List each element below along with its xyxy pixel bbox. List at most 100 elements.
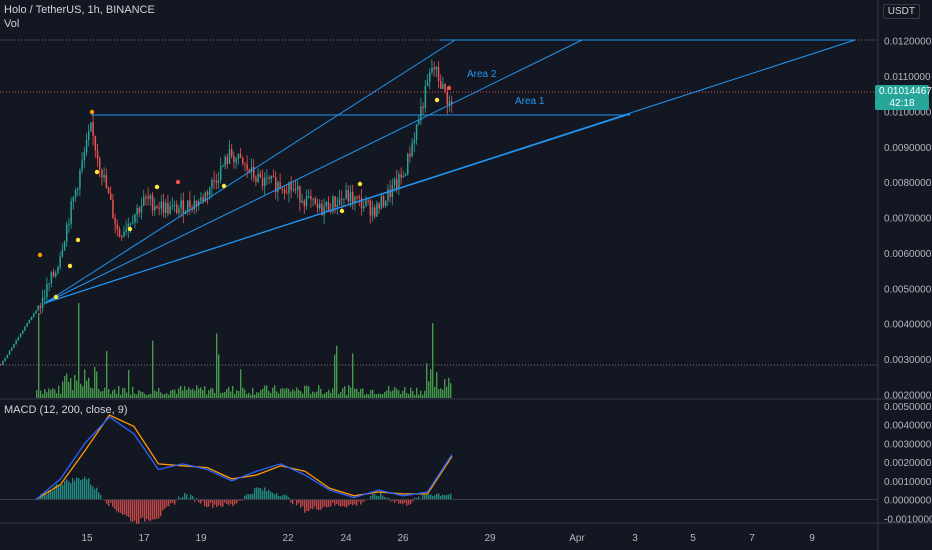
candle xyxy=(178,208,180,213)
candle xyxy=(264,177,266,187)
candle xyxy=(143,196,145,206)
signal-dot xyxy=(94,169,100,175)
candle xyxy=(279,182,281,189)
macd-histogram-bar xyxy=(162,499,164,511)
volume-bar xyxy=(276,391,278,398)
macd-histogram-bar xyxy=(416,498,418,500)
volume-bar xyxy=(226,389,228,398)
volume-bar xyxy=(158,387,160,398)
candle xyxy=(145,196,147,198)
volume-bar xyxy=(58,385,60,398)
candle xyxy=(290,183,292,190)
macd-histogram-bar xyxy=(270,491,272,500)
candle xyxy=(376,203,378,217)
volume-bar xyxy=(418,394,420,398)
candle xyxy=(451,101,453,104)
volume-bar xyxy=(128,370,130,398)
volume-bar xyxy=(62,381,64,398)
candle xyxy=(242,157,244,164)
candle xyxy=(28,319,31,323)
candle xyxy=(193,200,196,210)
volume-bar xyxy=(440,388,442,398)
volume-bar xyxy=(438,389,440,398)
candle xyxy=(11,347,13,351)
currency-button[interactable]: USDT xyxy=(882,4,920,19)
signal-dot xyxy=(89,109,95,115)
macd-histogram-bar xyxy=(284,494,286,500)
volume-bar xyxy=(294,391,296,398)
candle xyxy=(107,187,110,193)
time-tick-label: 7 xyxy=(749,533,755,544)
macd-histogram-bar xyxy=(170,499,172,504)
volume-bar xyxy=(196,385,198,398)
macd-histogram-bar xyxy=(122,499,124,515)
candle xyxy=(448,101,451,105)
candle xyxy=(235,158,237,163)
macd-histogram-bar xyxy=(432,495,434,500)
macd-histogram-bar xyxy=(90,484,92,500)
macd-histogram-bar xyxy=(146,499,148,519)
volume-bar xyxy=(222,392,224,398)
trendline xyxy=(44,113,631,304)
candle xyxy=(396,179,398,189)
macd-histogram-bar xyxy=(240,499,242,501)
candle xyxy=(48,283,50,285)
candle xyxy=(116,224,119,230)
macd-histogram-bar xyxy=(450,493,452,500)
macd-histogram-bar xyxy=(112,499,114,507)
candle xyxy=(429,72,431,82)
volume-bar xyxy=(230,391,232,398)
macd-histogram-bar xyxy=(264,487,266,500)
macd-histogram-bar xyxy=(96,487,98,500)
signal-dot xyxy=(75,237,81,243)
candle xyxy=(422,106,424,109)
macd-histogram-bar xyxy=(318,499,320,511)
candle xyxy=(125,229,127,232)
volume-bar xyxy=(164,394,166,398)
macd-histogram-bar xyxy=(354,499,356,505)
candle xyxy=(303,200,306,207)
macd-label: MACD (12, 200, close, 9) xyxy=(4,404,128,416)
volume-bar xyxy=(386,390,388,398)
macd-histogram-bar xyxy=(72,478,74,500)
macd-histogram-bar xyxy=(280,496,282,500)
time-tick-label: 3 xyxy=(632,533,638,544)
macd-tick-label: 0.0030000 xyxy=(884,439,932,450)
candle xyxy=(253,166,255,178)
volume-bar xyxy=(314,392,316,398)
candle xyxy=(299,185,301,203)
macd-histogram-bar xyxy=(412,499,414,502)
volume-bar xyxy=(132,386,134,398)
price-tick-label: 0.0060000 xyxy=(884,249,932,260)
volume-bar xyxy=(36,390,38,398)
volume-bar xyxy=(238,390,240,398)
candle xyxy=(149,195,152,199)
macd-histogram-bar xyxy=(370,496,372,500)
macd-histogram-bar xyxy=(82,479,84,500)
macd-histogram-bar xyxy=(324,499,326,507)
volume-bar xyxy=(254,394,256,398)
candle xyxy=(374,207,376,217)
candle xyxy=(39,306,42,308)
candle xyxy=(369,200,372,216)
candle xyxy=(33,313,35,317)
macd-histogram-bar xyxy=(296,499,298,506)
macd-histogram-bar xyxy=(448,494,450,500)
time-tick-label: 15 xyxy=(81,533,93,544)
volume-bar xyxy=(92,388,94,398)
candle xyxy=(46,283,48,298)
volume-bar xyxy=(278,393,280,398)
volume-bar xyxy=(400,393,402,398)
macd-histogram-bar xyxy=(254,487,256,500)
candle xyxy=(415,124,418,141)
macd-histogram-bar xyxy=(54,485,56,500)
macd-histogram-bar xyxy=(242,499,244,501)
candle xyxy=(371,207,374,216)
volume-bar xyxy=(288,388,290,398)
candle xyxy=(226,156,229,165)
time-tick-label: 22 xyxy=(282,533,294,544)
price-tick-label: 0.0100000 xyxy=(884,107,932,118)
candle xyxy=(352,192,354,204)
